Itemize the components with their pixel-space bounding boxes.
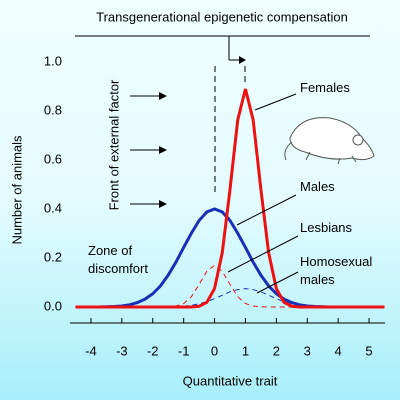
series-line bbox=[75, 88, 385, 309]
leader-line bbox=[236, 194, 297, 226]
x-tick-label: 5 bbox=[365, 343, 372, 358]
series-label: Males bbox=[300, 179, 335, 194]
x-tick-label: -3 bbox=[116, 343, 128, 358]
leader-line bbox=[227, 235, 299, 273]
front-arrows bbox=[130, 92, 167, 208]
x-tick-label: -2 bbox=[147, 343, 159, 358]
y-tick-label: 0.6 bbox=[44, 151, 62, 166]
x-tick-label: -4 bbox=[85, 343, 97, 358]
series-line bbox=[75, 288, 385, 308]
y-axis-label: Number of animals bbox=[9, 135, 24, 245]
leader-line bbox=[256, 271, 299, 294]
x-tick-label: -1 bbox=[178, 343, 190, 358]
x-axis-label: Quantitative trait bbox=[183, 373, 278, 388]
annotation: Front of external factor bbox=[106, 79, 121, 210]
x-tick-label: 0 bbox=[211, 343, 218, 358]
y-tick-label: 0.2 bbox=[44, 249, 62, 264]
y-tick-label: 0.4 bbox=[44, 200, 62, 215]
y-tick-label: 0.8 bbox=[44, 102, 62, 117]
series-label: Females bbox=[300, 80, 350, 95]
x-tick-label: 3 bbox=[304, 343, 311, 358]
arrow-head bbox=[239, 56, 246, 64]
leader-line bbox=[254, 93, 297, 111]
x-tick-label: 1 bbox=[242, 343, 249, 358]
y-tick-label: 1.0 bbox=[44, 53, 62, 68]
series-label: Homosexual males bbox=[300, 254, 373, 287]
series-label: Lesbians bbox=[300, 220, 353, 235]
chart-title: Transgenerational epigenetic compensatio… bbox=[96, 9, 348, 24]
series-line bbox=[75, 264, 385, 308]
annotation: Zone of discomfort bbox=[88, 243, 148, 276]
x-tick-label: 2 bbox=[273, 343, 280, 358]
mouse-icon bbox=[284, 117, 375, 165]
x-tick-label: 4 bbox=[335, 343, 342, 358]
y-tick-label: 0.0 bbox=[44, 298, 62, 313]
